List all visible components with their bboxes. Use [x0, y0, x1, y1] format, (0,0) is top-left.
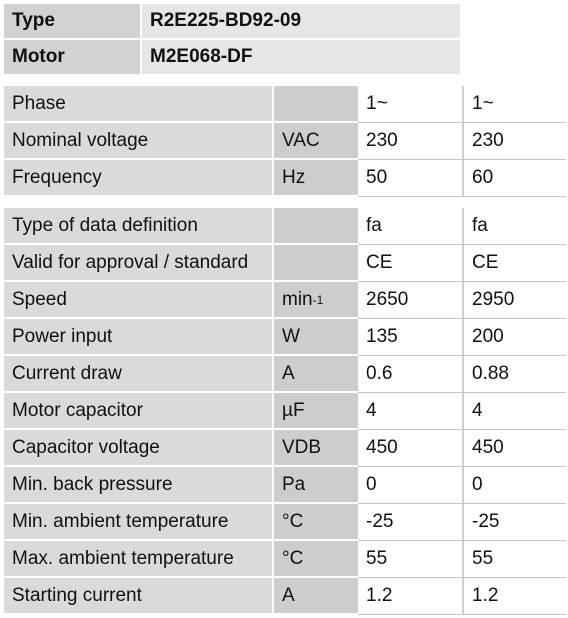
value-50hz: -25 [358, 504, 462, 541]
row-label: Nominal voltage [4, 123, 272, 160]
row-unit: Hz [272, 160, 358, 197]
row-label: Type of data definition [4, 208, 272, 245]
row-unit [272, 86, 358, 123]
value-60hz: 0 [462, 467, 566, 504]
value-60hz: -25 [462, 504, 566, 541]
header-label: Type [4, 4, 140, 38]
value-60hz: 2950 [462, 282, 566, 319]
value-50hz: fa [358, 208, 462, 245]
value-50hz: CE [358, 245, 462, 282]
value-60hz: CE [462, 245, 566, 282]
row-label: Capacitor voltage [4, 430, 272, 467]
row-label: Frequency [4, 160, 272, 197]
row-unit: VAC [272, 123, 358, 160]
row-unit [272, 208, 358, 245]
value-60hz: 200 [462, 319, 566, 356]
value-50hz: 0.6 [358, 356, 462, 393]
unit-base: min [282, 288, 313, 310]
row-unit: A [272, 356, 358, 393]
header-value: R2E225-BD92-09 [142, 4, 460, 38]
value-50hz: 230 [358, 123, 462, 160]
header-label: Motor [4, 40, 140, 74]
row-label: Max. ambient temperature [4, 541, 272, 578]
value-60hz: 1~ [462, 86, 566, 123]
row-label: Min. ambient temperature [4, 504, 272, 541]
row-label: Current draw [4, 356, 272, 393]
row-unit [272, 245, 358, 282]
row-label: Motor capacitor [4, 393, 272, 430]
value-60hz: 60 [462, 160, 566, 197]
value-50hz: 4 [358, 393, 462, 430]
value-50hz: 450 [358, 430, 462, 467]
row-label: Phase [4, 86, 272, 123]
value-50hz: 55 [358, 541, 462, 578]
row-unit: µF [272, 393, 358, 430]
row-label: Min. back pressure [4, 467, 272, 504]
row-label: Speed [4, 282, 272, 319]
row-label: Valid for approval / standard [4, 245, 272, 282]
value-50hz: 135 [358, 319, 462, 356]
value-60hz: 55 [462, 541, 566, 578]
row-unit: °C [272, 541, 358, 578]
value-60hz: 1.2 [462, 578, 566, 615]
unit-exponent: -1 [312, 292, 324, 307]
value-50hz: 1~ [358, 86, 462, 123]
value-50hz: 1.2 [358, 578, 462, 615]
header-value: M2E068-DF [142, 40, 460, 74]
value-60hz: 4 [462, 393, 566, 430]
value-60hz: fa [462, 208, 566, 245]
row-unit: W [272, 319, 358, 356]
value-60hz: 230 [462, 123, 566, 160]
value-60hz: 450 [462, 430, 566, 467]
row-unit: °C [272, 504, 358, 541]
value-50hz: 2650 [358, 282, 462, 319]
value-60hz: 0.88 [462, 356, 566, 393]
row-unit: Pa [272, 467, 358, 504]
value-50hz: 50 [358, 160, 462, 197]
row-label: Starting current [4, 578, 272, 615]
value-50hz: 0 [358, 467, 462, 504]
row-unit: VDB [272, 430, 358, 467]
row-unit: min -1 [272, 282, 358, 319]
row-unit: A [272, 578, 358, 615]
row-label: Power input [4, 319, 272, 356]
